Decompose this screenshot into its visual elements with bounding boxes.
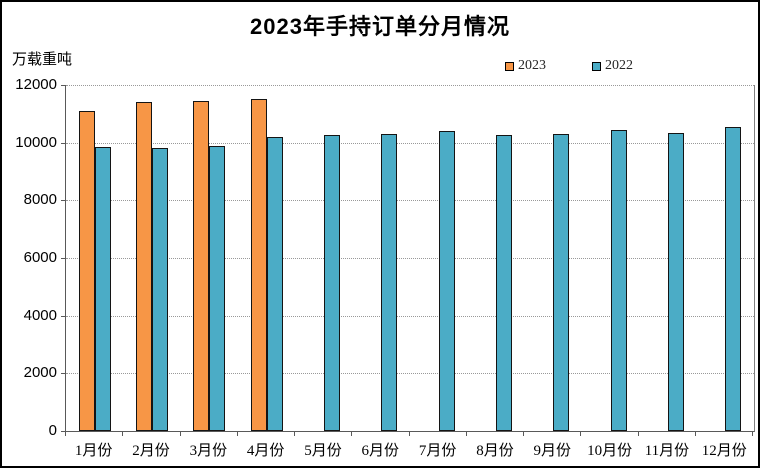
y-axis-tick-label: 8000 <box>23 191 57 209</box>
bar-group-month-2 <box>123 85 180 431</box>
y-axis-tick-label: 6000 <box>23 249 57 266</box>
x-axis-tick <box>524 432 582 436</box>
plot-area <box>61 85 755 432</box>
legend-item-2022: 2022 <box>592 58 633 74</box>
bar-group-month-10 <box>582 85 639 431</box>
gridline <box>66 258 754 259</box>
bar-2022-month-11 <box>667 132 684 431</box>
gridline <box>66 142 754 144</box>
y-axis-tick-label: 10000 <box>15 133 57 151</box>
x-axis-tick <box>295 432 353 436</box>
y-axis-tick <box>61 258 66 259</box>
bar-group-month-4 <box>238 85 295 431</box>
y-axis-tick <box>61 373 66 375</box>
x-axis-tick <box>352 432 410 436</box>
gridline <box>66 85 754 86</box>
y-axis-tick-label: 0 <box>48 422 57 439</box>
bar-2023-month-1 <box>78 110 95 431</box>
x-label-month-3: 3月份 <box>189 443 228 459</box>
x-axis-tick <box>639 432 696 436</box>
bar-2022-month-9 <box>553 134 570 431</box>
bar-group-month-12 <box>697 85 754 431</box>
bar-group-month-7 <box>410 85 467 431</box>
bar-group-month-8 <box>467 85 524 431</box>
x-label-month-7: 7月份 <box>418 443 457 459</box>
x-axis-tick <box>696 432 753 436</box>
x-label-month-5: 5月份 <box>304 443 342 459</box>
bar-2023-month-2 <box>135 102 152 431</box>
y-axis-tick <box>61 200 66 202</box>
legend-swatch-2023 <box>505 61 514 71</box>
x-axis-tick <box>581 432 639 436</box>
gridline <box>66 315 754 317</box>
y-axis-tick <box>61 142 66 144</box>
bar-2022-month-1 <box>94 147 111 431</box>
x-label-month-12: 12月份 <box>701 443 747 459</box>
x-axis-tick <box>66 432 124 436</box>
gridline <box>66 373 754 375</box>
bar-2022-month-6 <box>381 134 398 431</box>
bar-2022-month-7 <box>438 131 455 431</box>
bar-2022-month-4 <box>266 136 283 431</box>
gridline <box>66 200 754 202</box>
x-axis-tick-labels: 1月份 2月份 3月份 4月份 5月份 6月份 7月份 8月份 9月份 10月份 11月份 12月份 <box>65 439 753 460</box>
y-axis-tick <box>61 431 66 432</box>
bar-2022-month-5 <box>323 135 340 431</box>
x-label-month-9: 9月份 <box>533 443 572 459</box>
x-label-month-2: 2月份 <box>132 443 170 459</box>
y-axis-tick <box>61 315 66 317</box>
legend-label: 2022 <box>605 58 633 73</box>
bar-2022-month-3 <box>209 145 226 431</box>
legend-item-2023: 2023 <box>505 58 546 74</box>
legend-label: 2023 <box>518 58 546 73</box>
x-label-month-11: 11月份 <box>644 443 690 459</box>
x-axis-tick <box>123 432 181 436</box>
bars-layer <box>66 85 754 431</box>
x-label-month-1: 1月份 <box>74 443 113 459</box>
bar-group-month-11 <box>639 85 696 431</box>
y-axis-tick-labels: 12000 10000 8000 6000 4000 2000 0 <box>2 77 57 439</box>
x-axis-ticks <box>65 432 753 436</box>
legend-swatch-2022 <box>592 61 601 71</box>
y-axis-tick-label: 12000 <box>15 76 57 93</box>
bar-group-month-5 <box>295 85 352 431</box>
y-axis-tick-label: 2000 <box>23 364 57 382</box>
bar-2022-month-2 <box>151 148 168 431</box>
x-label-month-6: 6月份 <box>361 443 400 459</box>
y-axis-tick-label: 4000 <box>23 306 57 324</box>
bar-2023-month-3 <box>193 100 210 431</box>
bar-2022-month-8 <box>495 135 512 431</box>
y-axis-tick <box>61 85 66 86</box>
bar-group-month-3 <box>181 85 238 431</box>
x-label-month-10: 10月份 <box>587 443 633 459</box>
bar-2023-month-4 <box>250 99 267 431</box>
x-axis-tick <box>181 432 238 436</box>
bar-group-month-6 <box>353 85 410 431</box>
x-label-month-4: 4月份 <box>246 443 285 459</box>
bar-group-month-1 <box>66 85 123 431</box>
bar-2022-month-12 <box>725 126 742 431</box>
x-label-month-8: 8月份 <box>476 443 514 459</box>
bar-2022-month-10 <box>610 129 627 431</box>
bar-group-month-9 <box>525 85 582 431</box>
legend: 2023 2022 <box>505 58 633 74</box>
x-axis-tick <box>410 432 467 436</box>
x-axis-tick <box>238 432 295 436</box>
chart-title: 2023年手持订单分月情况 <box>250 14 510 39</box>
x-axis-tick <box>467 432 524 436</box>
y-axis-unit-label: 万载重吨 <box>12 52 73 68</box>
